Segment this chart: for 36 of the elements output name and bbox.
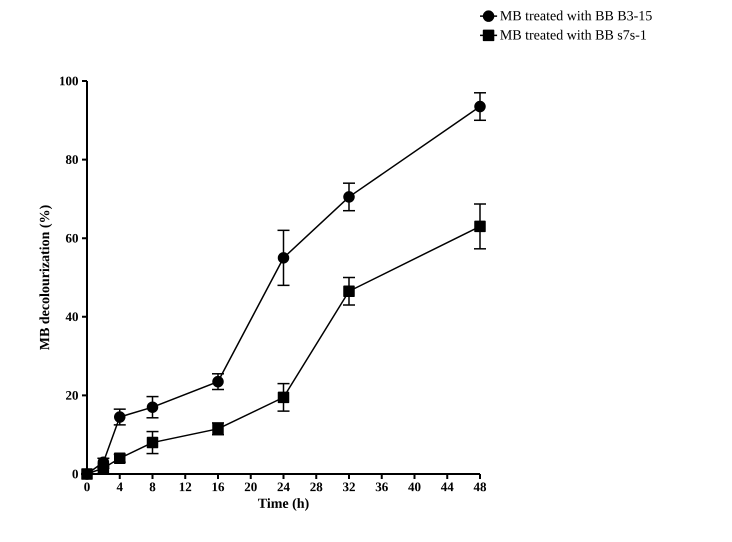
point [212, 376, 224, 388]
point [146, 436, 158, 448]
point [474, 220, 486, 232]
y-tick-label: 60 [66, 234, 78, 243]
point [146, 401, 158, 413]
legend-label: MB treated with BB s7s-1 [500, 30, 646, 40]
y-tick-label: 40 [66, 312, 78, 322]
legend-label: MB treated with BB B3-15 [500, 10, 652, 20]
x-tick-label: 12 [180, 482, 192, 492]
y-tick-label: 80 [66, 155, 78, 164]
x-tick-label: 36 [376, 482, 388, 492]
x-tick-label: 28 [310, 482, 322, 492]
y-tick-label: 100 [60, 76, 78, 86]
x-tick-label: 48 [474, 482, 486, 492]
x-tick-label: 44 [440, 482, 454, 492]
x-tick-label: 24 [278, 482, 290, 492]
x-tick-label: 16 [212, 482, 224, 492]
point [474, 100, 486, 112]
x-tick-label: 4 [116, 482, 123, 492]
point [114, 452, 126, 464]
x-axis-title: Time (h) [258, 498, 309, 511]
x-tick-label: 40 [408, 482, 421, 492]
y-tick-label: 0 [72, 470, 78, 478]
point [98, 462, 110, 474]
point [343, 191, 355, 203]
point [343, 286, 355, 298]
x-tick-label: 0 [84, 482, 90, 492]
y-tick-label: 20 [66, 391, 78, 400]
point [81, 468, 93, 480]
x-tick-label: 8 [150, 482, 156, 492]
point [114, 411, 126, 423]
x-tick-label: 32 [342, 482, 355, 492]
x-tick-label: 20 [244, 482, 257, 492]
point [278, 252, 290, 264]
point [278, 392, 290, 404]
y-axis-title: MB decolourization (%) [39, 205, 52, 350]
